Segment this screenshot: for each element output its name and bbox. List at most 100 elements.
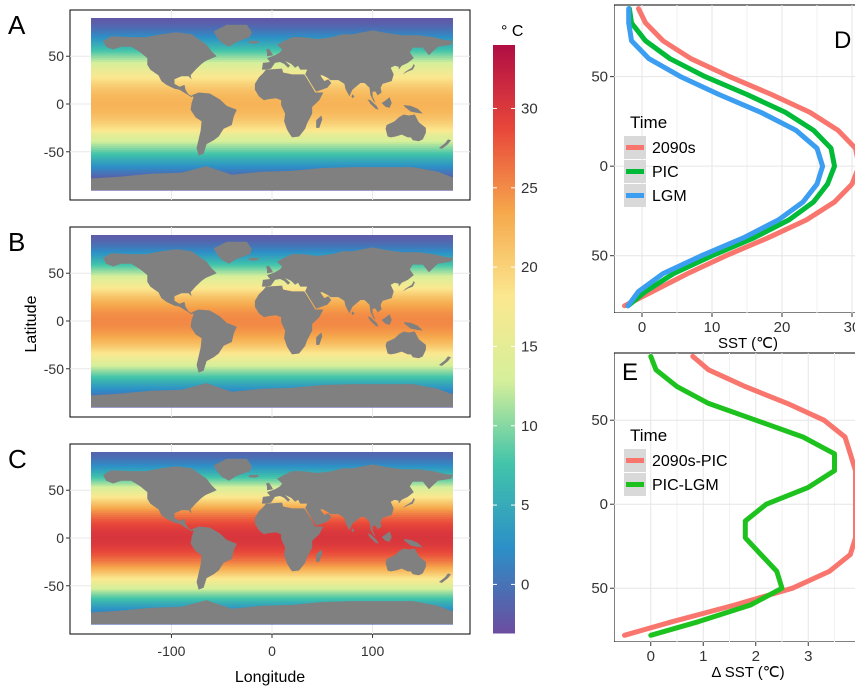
land-masses <box>91 458 453 624</box>
ocean-band <box>91 355 453 358</box>
colorbar-segment <box>493 165 515 168</box>
colorbar-segment <box>493 111 515 114</box>
colorbar-segment <box>493 297 515 300</box>
ocean-band <box>91 140 453 143</box>
ocean-band <box>91 570 453 573</box>
colorbar-segment <box>493 531 515 534</box>
colorbar-segment <box>493 371 515 374</box>
land-polygon <box>367 99 379 110</box>
ocean-band <box>91 315 453 318</box>
colorbar-segment <box>493 603 515 606</box>
ocean-band <box>91 378 453 381</box>
colorbar-segment <box>493 507 515 510</box>
colorbar-segment <box>493 219 515 222</box>
ocean-band <box>91 149 453 153</box>
colorbar-segment <box>493 65 515 68</box>
ocean-band <box>91 130 453 134</box>
colorbar-segment <box>493 505 515 508</box>
colorbar-segment <box>493 129 515 132</box>
colorbar-segment <box>493 81 515 84</box>
colorbar-tick-label: 25 <box>521 180 538 197</box>
colorbar-segment <box>493 155 515 158</box>
ocean-band <box>91 18 453 21</box>
colorbar-segment <box>493 51 515 54</box>
colorbar-segment <box>493 195 515 198</box>
colorbar-segment <box>493 303 515 306</box>
colorbar-segment <box>493 557 515 560</box>
colorbar-segment <box>493 509 515 512</box>
colorbar-segment <box>493 485 515 488</box>
ocean-band <box>91 54 453 57</box>
ocean-band <box>91 364 453 368</box>
ocean-band <box>91 599 453 602</box>
colorbar-segment <box>493 413 515 416</box>
colorbar-tick-label: 10 <box>521 418 538 435</box>
ocean-band <box>91 165 453 168</box>
colorbar-segment <box>493 53 515 56</box>
colorbar-segment <box>493 293 515 296</box>
ocean-band <box>91 259 453 263</box>
colorbar-segment <box>493 45 515 48</box>
ocean-band <box>91 50 453 53</box>
colorbar-segment <box>493 89 515 92</box>
colorbar-segment <box>493 321 515 324</box>
ocean-band <box>91 587 453 591</box>
panel-d-sst-profile: D Time 2090s PIC LGM <box>614 4 855 313</box>
colorbar-segment <box>493 465 515 468</box>
colorbar-segment <box>493 153 515 156</box>
colorbar-segment <box>493 221 515 224</box>
colorbar-segment <box>493 109 515 112</box>
colorbar-segment <box>493 579 515 582</box>
colorbar-segment <box>493 421 515 424</box>
colorbar-segment <box>493 207 515 210</box>
ocean-band <box>91 345 453 349</box>
colorbar-segment <box>493 383 515 386</box>
colorbar-segment <box>493 339 515 342</box>
colorbar-segment <box>493 301 515 304</box>
colorbar-segment <box>493 605 515 608</box>
colorbar-segment <box>493 405 515 408</box>
ocean-band <box>91 121 453 124</box>
land-polygon <box>103 466 217 532</box>
colorbar-segment <box>493 439 515 442</box>
colorbar-segment <box>493 553 515 556</box>
colorbar-segment <box>493 417 515 420</box>
ocean-band <box>91 488 453 491</box>
colorbar-segment <box>493 113 515 116</box>
colorbar-segment <box>493 289 515 292</box>
legend-label-pic: PIC <box>652 164 679 181</box>
ocean-band <box>91 265 453 269</box>
land-polygon <box>403 322 423 331</box>
colorbar-segment <box>493 291 515 294</box>
colorbar-segment <box>493 325 515 328</box>
colorbar-segment <box>493 91 515 94</box>
ocean-band <box>91 161 453 164</box>
plot-frame <box>614 352 855 642</box>
ocean-band <box>91 593 453 596</box>
colorbar-segment <box>493 473 515 476</box>
ocean-band <box>91 478 453 482</box>
ocean-band <box>91 602 453 606</box>
ocean-band <box>91 547 453 551</box>
land-masses <box>91 24 453 190</box>
land-polygon <box>91 166 453 190</box>
colorbar-segment <box>493 567 515 570</box>
land-polygon <box>247 474 259 478</box>
ocean-band <box>91 248 453 251</box>
colorbar-segment <box>493 253 515 256</box>
colorbar-segment <box>493 561 515 564</box>
land-polygon <box>213 241 252 264</box>
colorbar-segment <box>493 299 515 302</box>
colorbar-segment <box>493 149 515 152</box>
colorbar-segment <box>493 515 515 518</box>
panel-label-c: C <box>8 444 27 474</box>
ocean-band <box>91 238 453 242</box>
colorbar-segment <box>493 71 515 74</box>
colorbar-segment <box>493 389 515 392</box>
colorbar-segment <box>493 631 515 634</box>
ocean-band <box>91 167 453 170</box>
colorbar-segment <box>493 615 515 618</box>
colorbar-segment <box>493 437 515 440</box>
ocean-band <box>91 334 453 337</box>
colorbar-segment <box>493 281 515 284</box>
